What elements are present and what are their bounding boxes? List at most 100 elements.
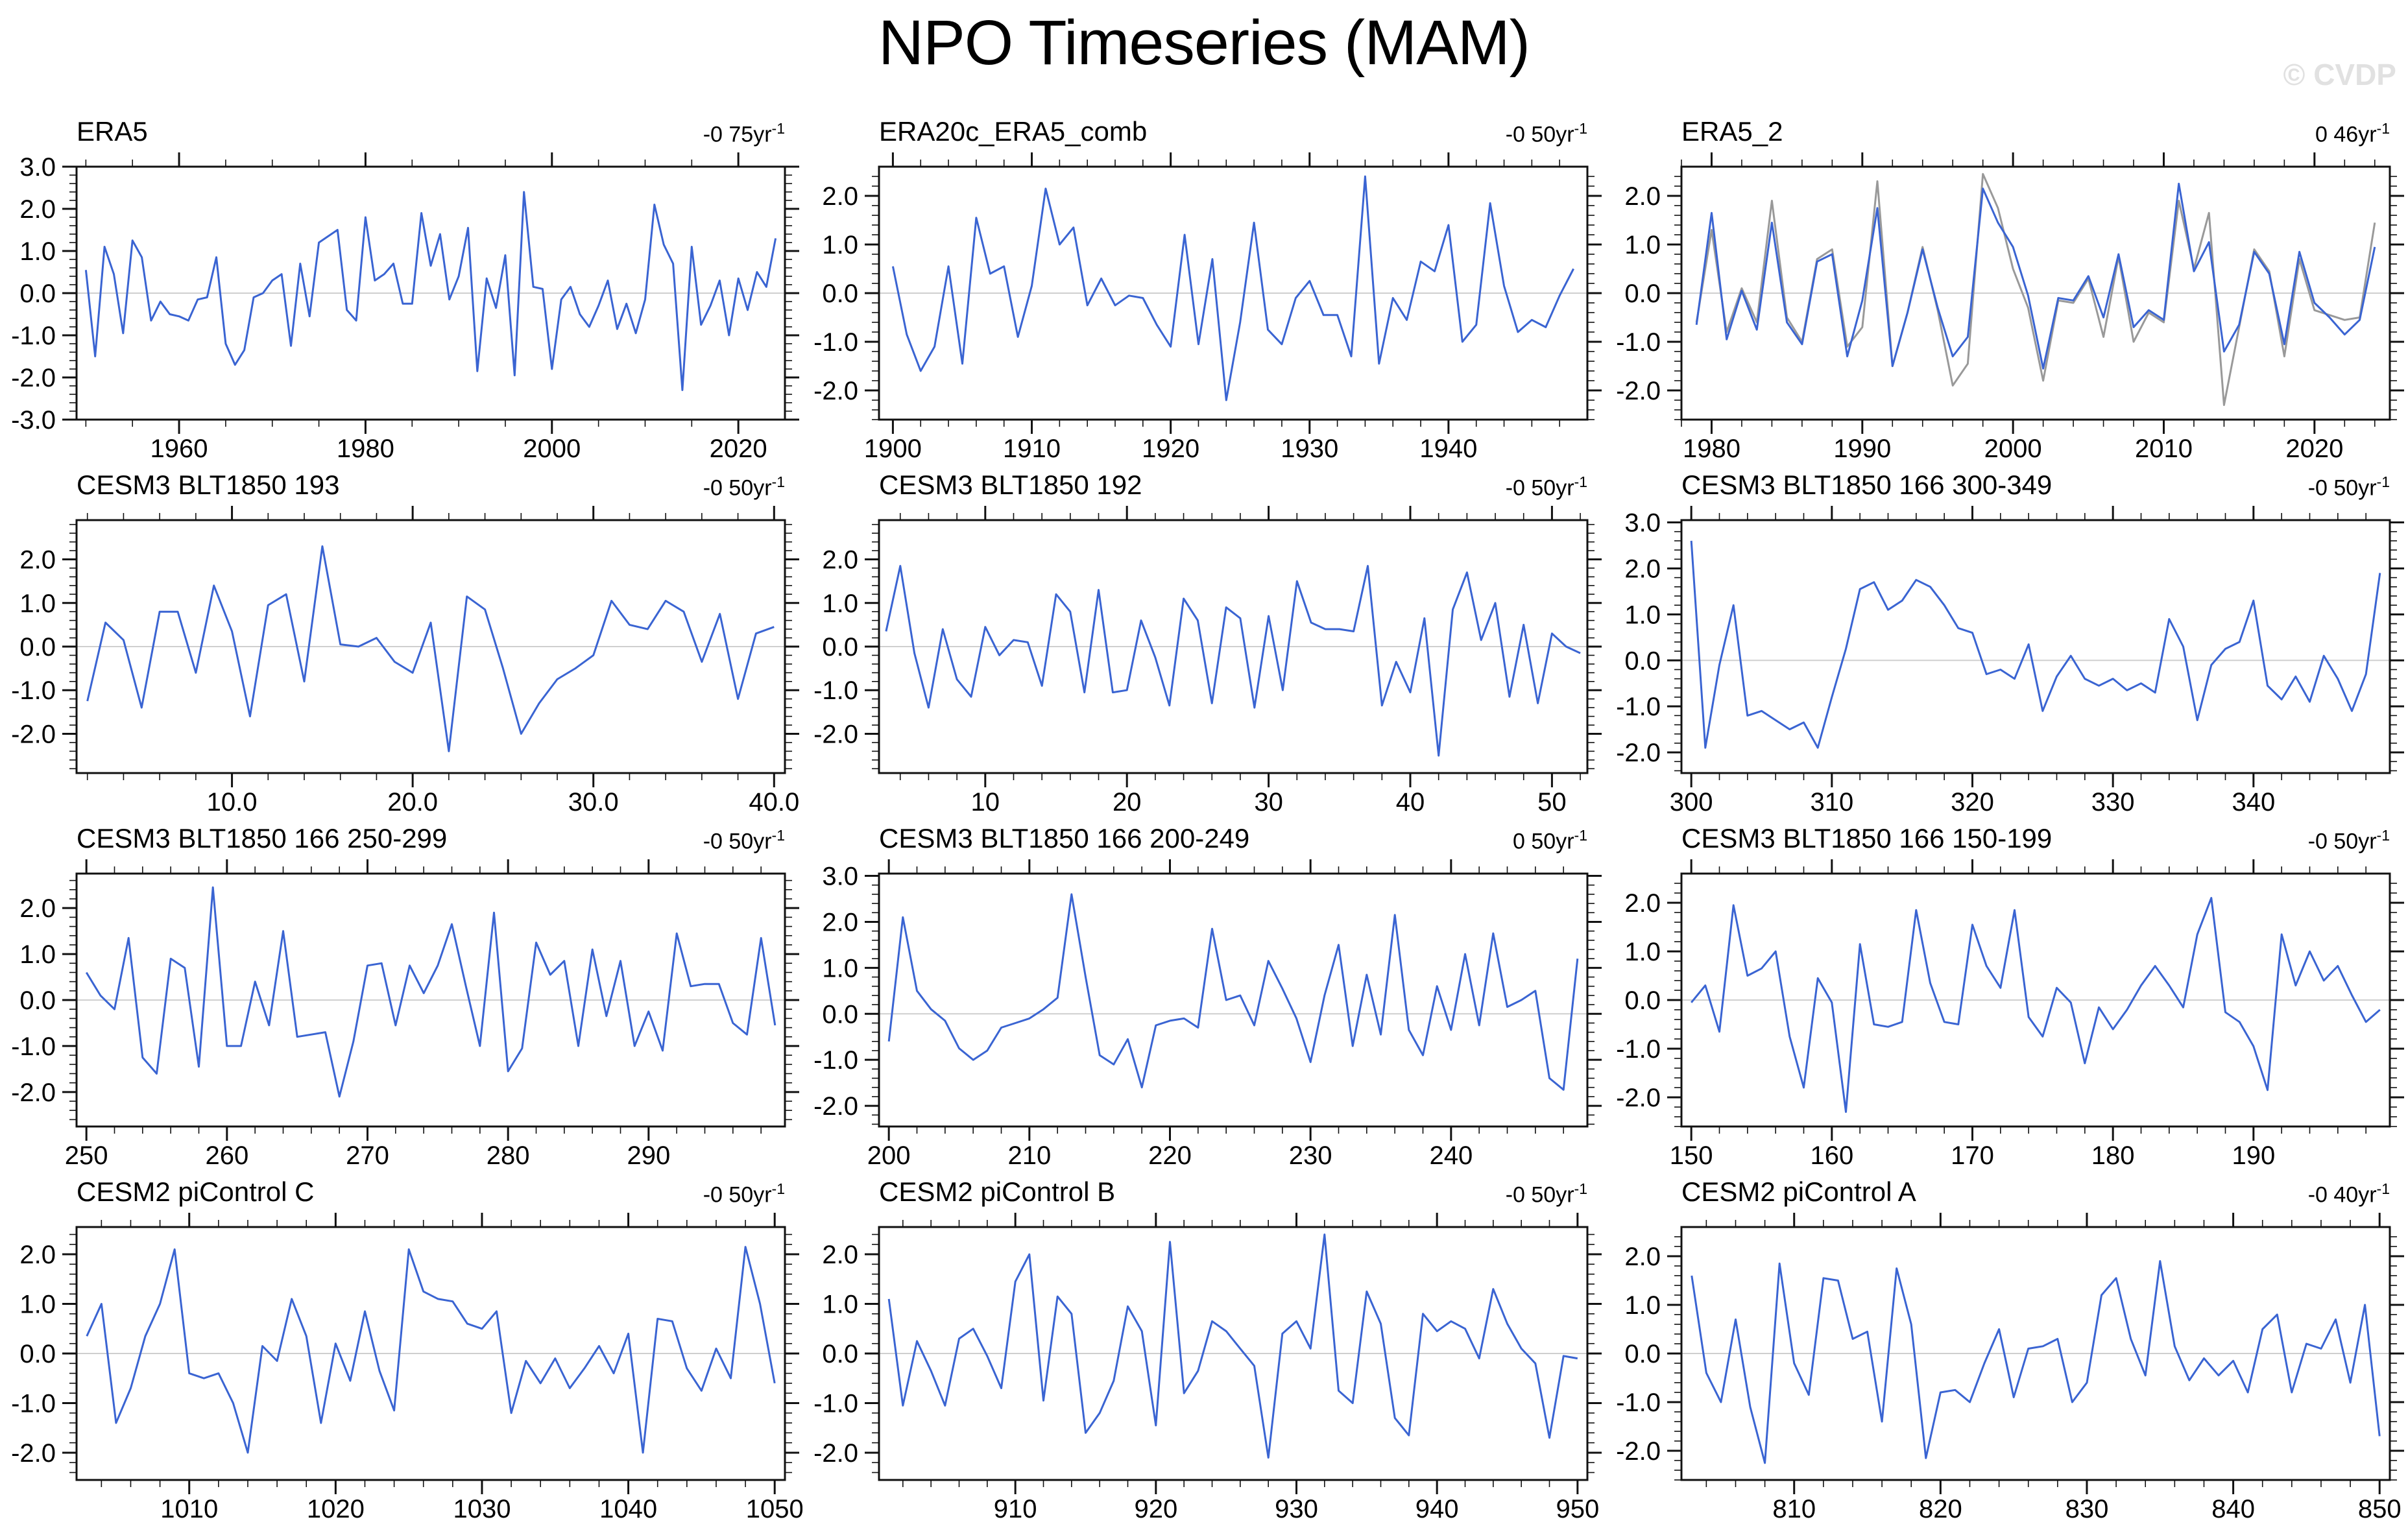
svg-text:2.0: 2.0 <box>1624 182 1661 211</box>
svg-text:2000: 2000 <box>1984 435 2042 463</box>
svg-text:260: 260 <box>205 1141 248 1170</box>
chart-header: ERA5_2 0 46yr-1 <box>1605 112 2407 149</box>
svg-text:1.0: 1.0 <box>19 940 56 969</box>
svg-text:2.0: 2.0 <box>19 546 56 575</box>
svg-text:20: 20 <box>1113 788 1142 817</box>
svg-text:250: 250 <box>65 1141 108 1170</box>
svg-text:2.0: 2.0 <box>1624 1243 1661 1271</box>
trend-label: -0 50yr-1 <box>703 473 785 500</box>
svg-text:-2.0: -2.0 <box>1616 739 1661 767</box>
svg-text:40.0: 40.0 <box>749 788 799 817</box>
svg-text:2.0: 2.0 <box>822 182 858 211</box>
svg-text:-2.0: -2.0 <box>1616 377 1661 405</box>
svg-text:0.0: 0.0 <box>1624 280 1661 308</box>
svg-text:1040: 1040 <box>599 1495 657 1523</box>
chart-header: CESM3 BLT1850 166 200-249 0 50yr-1 <box>802 819 1605 855</box>
timeseries-plot: 2.0 1.0 0.0 -1.0 -2.0 10.0 20.0 30.0 40.0 <box>11 506 799 817</box>
svg-text:0.0: 0.0 <box>1624 647 1661 675</box>
svg-text:-2.0: -2.0 <box>813 720 858 748</box>
svg-text:1.0: 1.0 <box>1624 231 1661 259</box>
timeseries-plot: 2.0 1.0 0.0 -1.0 -2.0 150 160 170 180 190 <box>1616 859 2404 1170</box>
svg-text:0.0: 0.0 <box>19 986 56 1015</box>
svg-text:-1.0: -1.0 <box>1616 1035 1661 1064</box>
chart-header: ERA20c_ERA5_comb -0 50yr-1 <box>802 112 1605 149</box>
svg-text:2.0: 2.0 <box>1624 889 1661 918</box>
svg-text:210: 210 <box>1007 1141 1051 1170</box>
svg-text:0.0: 0.0 <box>822 1000 858 1029</box>
chart-header: CESM3 BLT1850 166 150-199 -0 50yr-1 <box>1605 819 2407 855</box>
svg-text:10: 10 <box>971 788 1000 817</box>
svg-text:1980: 1980 <box>337 435 394 463</box>
svg-text:340: 340 <box>2232 788 2275 817</box>
svg-text:-1.0: -1.0 <box>1616 693 1661 721</box>
svg-text:-2.0: -2.0 <box>813 1092 858 1121</box>
chart-cesm3-blt1850-166-300-349: CESM3 BLT1850 166 300-349 -0 50yr-1 3.0 2… <box>1605 466 2407 819</box>
svg-text:1050: 1050 <box>746 1495 802 1523</box>
svg-text:2000: 2000 <box>523 435 581 463</box>
chart-cesm3-blt1850-166-150-199: CESM3 BLT1850 166 150-199 -0 50yr-1 2.0 1… <box>1605 819 2407 1173</box>
svg-text:2.0: 2.0 <box>1624 554 1661 583</box>
chart-title: ERA5 <box>77 116 148 147</box>
svg-text:170: 170 <box>1951 1141 1994 1170</box>
svg-text:910: 910 <box>994 1495 1037 1523</box>
svg-text:2.0: 2.0 <box>19 1241 56 1269</box>
svg-text:190: 190 <box>2232 1141 2275 1170</box>
svg-text:920: 920 <box>1134 1495 1177 1523</box>
svg-text:-1.0: -1.0 <box>11 322 56 350</box>
svg-text:810: 810 <box>1772 1495 1816 1523</box>
svg-text:-1.0: -1.0 <box>11 676 56 705</box>
svg-text:2020: 2020 <box>710 435 767 463</box>
svg-text:1.0: 1.0 <box>1624 1291 1661 1320</box>
svg-text:0.0: 0.0 <box>822 1340 858 1368</box>
svg-text:940: 940 <box>1415 1495 1459 1523</box>
timeseries-plot: 2.0 1.0 0.0 -1.0 -2.0 910 920 930 940 950 <box>813 1213 1602 1523</box>
chart-title: ERA5_2 <box>1681 116 1783 147</box>
svg-text:320: 320 <box>1951 788 1994 817</box>
chart-header: CESM3 BLT1850 193 -0 50yr-1 <box>0 466 802 502</box>
svg-text:-1.0: -1.0 <box>11 1389 56 1418</box>
svg-text:-1.0: -1.0 <box>11 1032 56 1061</box>
svg-text:0.0: 0.0 <box>19 633 56 662</box>
svg-text:1980: 1980 <box>1683 435 1740 463</box>
svg-text:1.0: 1.0 <box>19 590 56 618</box>
chart-title: CESM2 piControl A <box>1681 1176 1916 1207</box>
svg-text:0.0: 0.0 <box>1624 1340 1661 1368</box>
chart-title: CESM3 BLT1850 193 <box>77 470 340 500</box>
svg-text:330: 330 <box>2091 788 2135 817</box>
timeseries-plot: 3.0 2.0 1.0 0.0 -1.0 -2.0 -3.0 1960 1980 2000 2020 <box>11 152 799 463</box>
svg-text:20.0: 20.0 <box>387 788 438 817</box>
chart-title: ERA20c_ERA5_comb <box>879 116 1148 147</box>
timeseries-plot: 3.0 2.0 1.0 0.0 -1.0 -2.0 200 210 220 230 240 <box>813 859 1602 1170</box>
svg-text:1920: 1920 <box>1142 435 1199 463</box>
timeseries-plot: 2.0 1.0 0.0 -1.0 -2.0 1010 1020 1030 1040 1050 <box>11 1213 802 1523</box>
svg-text:1.0: 1.0 <box>19 237 56 266</box>
timeseries-plot: 2.0 1.0 0.0 -1.0 -2.0 810 820 830 840 850 <box>1616 1213 2404 1523</box>
svg-text:-1.0: -1.0 <box>813 676 858 705</box>
svg-text:240: 240 <box>1429 1141 1473 1170</box>
svg-text:1010: 1010 <box>160 1495 218 1523</box>
svg-text:-2.0: -2.0 <box>1616 1437 1661 1466</box>
svg-text:2.0: 2.0 <box>822 1241 858 1269</box>
svg-text:3.0: 3.0 <box>822 863 858 891</box>
trend-label: -0 50yr-1 <box>1505 1180 1587 1207</box>
title-row: NPO Timeseries (MAM) © CVDP <box>0 0 2408 112</box>
chart-era20c-era5-comb: ERA20c_ERA5_comb -0 50yr-1 2.0 1.0 0.0 -1.0… <box>802 112 1605 466</box>
chart-title: CESM3 BLT1850 166 300-349 <box>1681 470 2053 500</box>
svg-text:2.0: 2.0 <box>822 908 858 936</box>
svg-text:0.0: 0.0 <box>822 280 858 308</box>
timeseries-plot: 2.0 1.0 0.0 -1.0 -2.0 250 260 270 280 290 <box>11 859 799 1170</box>
svg-text:-1.0: -1.0 <box>813 328 858 357</box>
svg-text:1900: 1900 <box>864 435 922 463</box>
svg-text:0.0: 0.0 <box>1624 986 1661 1015</box>
chart-header: CESM3 BLT1850 192 -0 50yr-1 <box>802 466 1605 502</box>
trend-label: -0 50yr-1 <box>2307 826 2390 853</box>
svg-text:1.0: 1.0 <box>822 1291 858 1319</box>
svg-text:150: 150 <box>1670 1141 1713 1170</box>
page-title: NPO Timeseries (MAM) <box>878 7 1530 78</box>
svg-text:-2.0: -2.0 <box>813 377 858 405</box>
chart-title: CESM3 BLT1850 166 250-299 <box>77 823 448 853</box>
chart-cesm3-blt1850-193: CESM3 BLT1850 193 -0 50yr-1 2.0 1.0 0.0 -1.… <box>0 466 802 819</box>
svg-text:-1.0: -1.0 <box>813 1046 858 1075</box>
trend-label: -0 40yr-1 <box>2307 1180 2390 1207</box>
svg-text:-2.0: -2.0 <box>11 720 56 748</box>
